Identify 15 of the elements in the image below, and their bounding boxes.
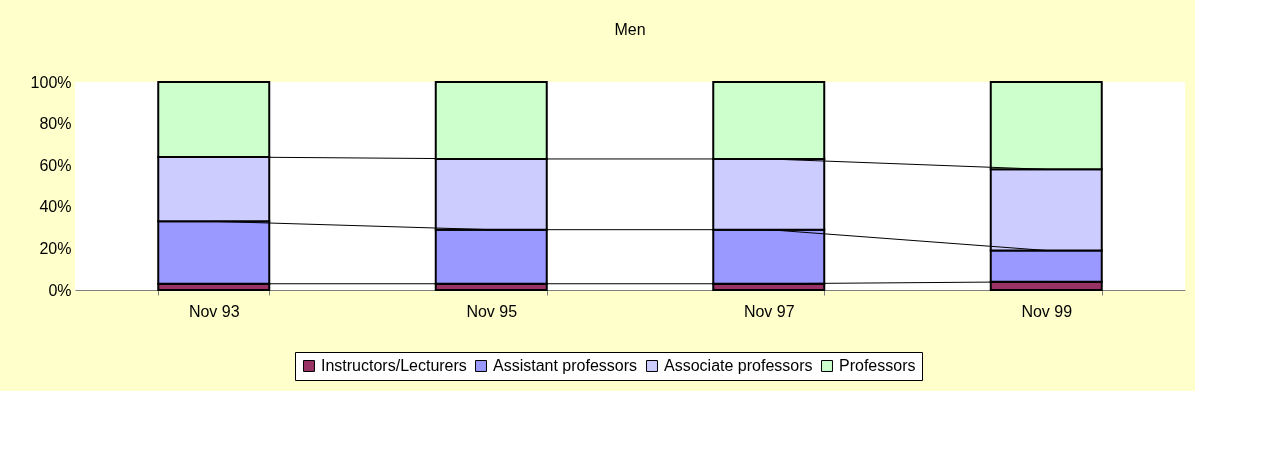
chart-title: Men: [614, 21, 646, 38]
legend-label: Associate professors: [664, 357, 813, 374]
y-tick-label: 100%: [30, 73, 72, 91]
y-tick-label: 40%: [39, 198, 72, 216]
legend-label: Instructors/Lecturers: [321, 357, 467, 374]
y-tick-label: 20%: [39, 239, 72, 257]
x-tick-label: Nov 93: [188, 302, 240, 320]
x-tick-label: Nov 97: [743, 302, 795, 320]
x-tick-label: Nov 95: [466, 302, 518, 320]
x-tick-label: Nov 99: [1021, 302, 1073, 320]
legend-label: Professors: [839, 357, 916, 374]
y-tick-label: 80%: [39, 115, 72, 133]
y-tick-label: 60%: [39, 156, 72, 174]
y-tick-label: 0%: [48, 281, 72, 299]
legend-label: Assistant professors: [493, 357, 638, 374]
